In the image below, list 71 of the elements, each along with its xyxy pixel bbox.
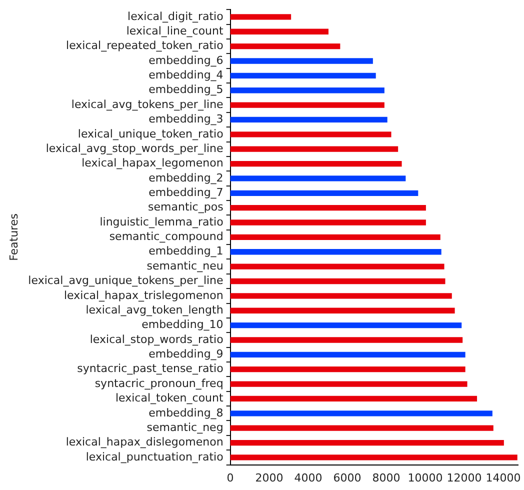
bar bbox=[230, 190, 418, 196]
bar bbox=[230, 440, 504, 446]
y-tick-label: lexical_stop_words_ratio bbox=[90, 332, 224, 346]
y-tick-label: lexical_punctuation_ratio bbox=[86, 450, 224, 464]
y-tick-label: embedding_4 bbox=[148, 68, 224, 82]
bar bbox=[230, 205, 426, 211]
bar bbox=[230, 454, 518, 460]
x-tick-label: 4000 bbox=[294, 471, 322, 484]
y-tick-label: semantic_neu bbox=[146, 259, 224, 272]
x-tick-label: 14000 bbox=[486, 471, 521, 484]
y-tick-label: lexical_digit_ratio bbox=[128, 10, 224, 23]
y-tick-label: semantic_pos bbox=[148, 200, 224, 214]
y-tick-label: lexical_avg_tokens_per_line bbox=[71, 98, 224, 111]
y-tick-label: embedding_9 bbox=[148, 348, 224, 361]
x-tick-label: 8000 bbox=[372, 471, 400, 484]
bar bbox=[230, 102, 384, 108]
y-tick-label: lexical_avg_token_length bbox=[86, 303, 224, 316]
y-tick-label: semantic_compound bbox=[109, 230, 224, 244]
y-tick-label: linguistic_lemma_ratio bbox=[100, 215, 224, 228]
y-tick-label: lexical_unique_token_ratio bbox=[78, 127, 224, 140]
bar bbox=[230, 381, 468, 387]
bar bbox=[230, 14, 292, 20]
bar bbox=[230, 176, 406, 182]
bar bbox=[230, 72, 376, 79]
bar bbox=[230, 146, 398, 152]
bar bbox=[230, 278, 446, 284]
bar bbox=[230, 352, 466, 358]
y-tick-label: lexical_repeated_token_ratio bbox=[66, 39, 224, 52]
y-tick-label: embedding_5 bbox=[148, 83, 224, 96]
bar bbox=[230, 322, 462, 328]
bar bbox=[230, 234, 440, 240]
y-tick-label: embedding_8 bbox=[148, 406, 224, 420]
bar bbox=[230, 396, 478, 402]
bar bbox=[230, 43, 340, 50]
y-tick-label: lexical_token_count bbox=[115, 392, 224, 405]
bar bbox=[230, 220, 426, 226]
x-tick-label: 6000 bbox=[333, 471, 362, 484]
y-tick-label: semantic_neg bbox=[146, 420, 224, 434]
x-tick-label: 2000 bbox=[255, 471, 284, 484]
bar bbox=[230, 116, 388, 123]
y-tick-label: lexical_avg_stop_words_per_line bbox=[46, 142, 224, 155]
x-tick-label: 10000 bbox=[408, 471, 443, 484]
bar bbox=[230, 337, 463, 343]
bar bbox=[230, 410, 492, 416]
bar bbox=[230, 425, 494, 431]
bar bbox=[230, 160, 402, 167]
y-tick-label: embedding_10 bbox=[142, 318, 224, 332]
y-tick-label: lexical_line_count bbox=[126, 24, 224, 38]
y-tick-label: embedding_2 bbox=[148, 171, 224, 184]
bar bbox=[230, 366, 466, 372]
x-tick-label: 12000 bbox=[446, 471, 482, 484]
y-tick-label: embedding_3 bbox=[148, 112, 224, 126]
bar bbox=[230, 293, 452, 299]
bar bbox=[230, 132, 392, 138]
y-tick-label: embedding_6 bbox=[148, 54, 224, 67]
bar bbox=[230, 28, 328, 34]
y-tick-label: syntacric_past_tense_ratio bbox=[77, 362, 224, 376]
x-tick-label: 0 bbox=[226, 471, 234, 484]
y-tick-label: lexical_hapax_trislegomenon bbox=[64, 288, 224, 302]
y-tick-label: syntacric_pronoun_freq bbox=[94, 376, 224, 390]
y-tick-label: lexical_hapax_dislegomenon bbox=[66, 436, 224, 449]
bar bbox=[230, 308, 455, 314]
y-tick-label: embedding_1 bbox=[148, 244, 224, 258]
bar bbox=[230, 264, 444, 270]
y-axis-title: Features bbox=[7, 213, 20, 261]
bar bbox=[230, 249, 442, 255]
bar bbox=[230, 58, 373, 64]
y-tick-label: lexical_hapax_legomenon bbox=[82, 156, 224, 170]
bar bbox=[230, 88, 384, 94]
y-tick-label: lexical_avg_unique_tokens_per_line bbox=[28, 274, 224, 288]
y-tick-label: embedding_7 bbox=[148, 186, 224, 200]
